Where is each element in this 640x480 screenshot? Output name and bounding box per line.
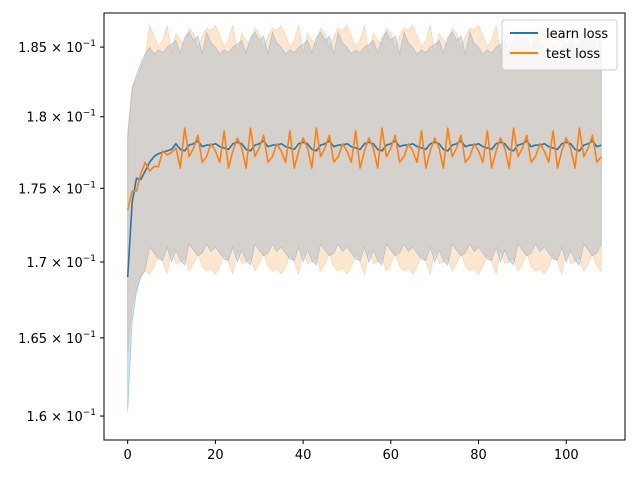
x-tick-label: 0 <box>124 448 132 463</box>
legend: learn loss test loss <box>501 19 618 71</box>
x-tick-label: 100 <box>554 448 579 463</box>
band-test-loss <box>127 23 602 354</box>
confidence-bands <box>127 23 602 412</box>
band-learn-loss <box>127 30 602 412</box>
plot-frame <box>103 12 626 441</box>
line-learn-loss <box>126 140 602 278</box>
legend-label-learn-loss: learn loss <box>546 27 608 42</box>
x-tick-label: 40 <box>295 448 312 463</box>
line-test-loss <box>126 127 602 211</box>
y-tick-label: 1.75 × 10−1 <box>18 180 96 197</box>
y-tick-label: 1.7 × 10−1 <box>26 254 96 271</box>
y-tick-label: 1.8 × 10−1 <box>26 109 96 126</box>
x-tick-label: 60 <box>383 448 400 463</box>
y-tick-label: 1.65 × 10−1 <box>18 330 96 347</box>
x-axis: 0 20 40 60 80 100 <box>124 440 579 463</box>
x-tick-label: 20 <box>207 448 224 463</box>
y-tick-label: 1.6 × 10−1 <box>26 408 96 425</box>
legend-label-test-loss: test loss <box>546 47 600 62</box>
x-tick-label: 80 <box>470 448 487 463</box>
y-axis: 1.6 × 10−1 1.65 × 10−1 1.7 × 10−1 1.75 × 10… <box>18 39 104 425</box>
series-lines <box>126 127 602 278</box>
y-tick-label: 1.85 × 10−1 <box>18 39 96 56</box>
